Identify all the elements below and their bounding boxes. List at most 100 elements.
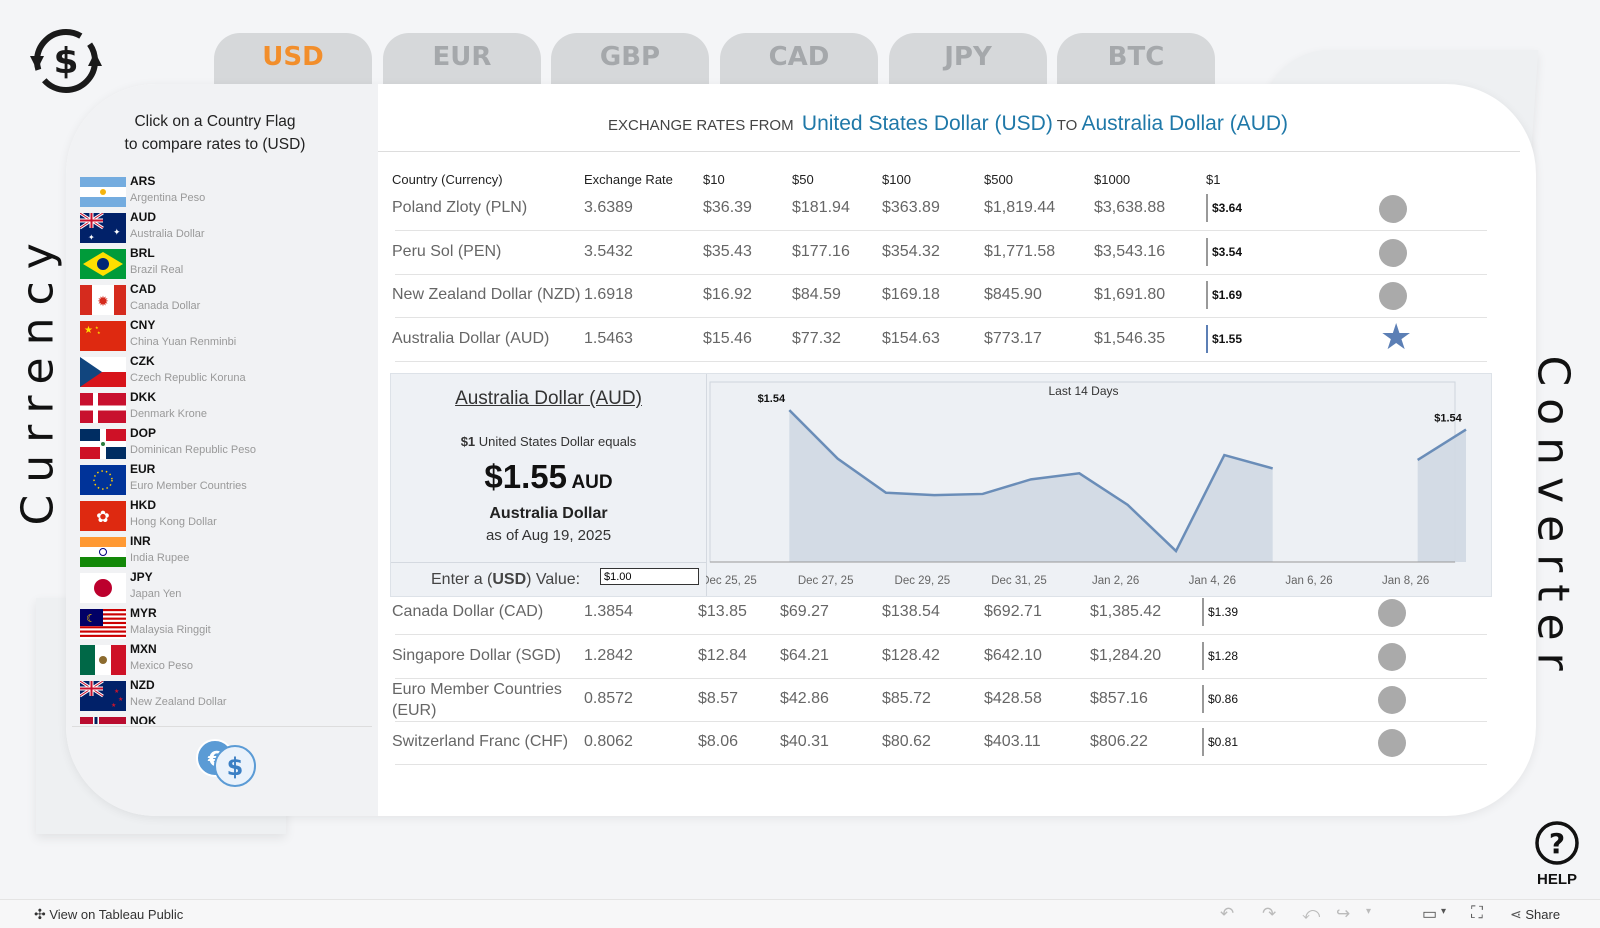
flag-instructions: Click on a Country Flag to compare rates… [90, 110, 340, 156]
cell-v1000: $1,385.42 [1090, 603, 1161, 621]
share-label: Share [1525, 907, 1560, 922]
country-item-hkd[interactable]: ✿ HKD Hong Kong Dollar [78, 498, 368, 534]
undo-icon[interactable]: ↶ [1220, 904, 1234, 924]
tab-jpy[interactable]: JPY [889, 33, 1047, 85]
flag-brl-icon[interactable] [80, 249, 126, 279]
table-row[interactable]: Singapore Dollar (SGD)1.2842$12.84$64.21… [395, 634, 1487, 679]
country-code: DOP [130, 426, 156, 440]
tab-cad[interactable]: CAD [720, 33, 878, 85]
cell-v1000: $1,284.20 [1090, 647, 1161, 665]
select-dot-button[interactable] [1379, 239, 1407, 267]
svg-text:✹: ✹ [97, 293, 109, 309]
flag-eur-icon[interactable] [80, 465, 126, 495]
redo-icon[interactable]: ↷ [1262, 904, 1276, 924]
cell-country: New Zealand Dollar (NZD) [392, 286, 581, 304]
flag-nzd-icon[interactable]: ★★★ [80, 681, 126, 711]
favorite-star-icon[interactable]: ★ [1380, 317, 1412, 357]
view-on-tableau-link[interactable]: ✣ View on Tableau Public [34, 906, 183, 923]
chart-data-label: $1.54 [1434, 413, 1462, 425]
flag-jpy-icon[interactable] [80, 573, 126, 603]
table-row[interactable]: Peru Sol (PEN)3.5432$35.43$177.16$354.32… [395, 230, 1487, 275]
refresh-icon[interactable]: ↪ [1336, 904, 1350, 924]
table-row[interactable]: Euro Member Countries(EUR)0.8572$8.57$42… [395, 677, 1487, 722]
select-dot-button[interactable] [1379, 195, 1407, 223]
flag-dkk-icon[interactable] [80, 393, 126, 423]
tab-usd[interactable]: USD [214, 33, 372, 85]
comment-icon[interactable]: ▭ [1422, 904, 1437, 924]
select-dot-button[interactable] [1378, 643, 1406, 671]
detail-currency-title: Australia Dollar (AUD) [391, 388, 706, 410]
tab-eur[interactable]: EUR [383, 33, 541, 85]
flag-cny-icon[interactable]: ★★★ [80, 321, 126, 351]
cell-country: Singapore Dollar (SGD) [392, 647, 561, 665]
flag-myr-icon[interactable]: ☾ [80, 609, 126, 639]
country-item-nok[interactable]: NOK [78, 714, 368, 724]
table-row[interactable]: Switzerland Franc (CHF)0.8062$8.06$40.31… [395, 720, 1487, 765]
help-button[interactable]: ? HELP [1534, 820, 1580, 888]
cell-rate: 1.2842 [584, 647, 633, 665]
instruction-line-1: Click on a Country Flag [90, 110, 340, 133]
country-code: NOK [130, 714, 157, 724]
country-code: HKD [130, 498, 156, 512]
flag-aud-icon[interactable]: ✦✦ [80, 213, 126, 243]
chart-title: Last 14 Days [1048, 384, 1118, 398]
flag-czk-icon[interactable] [80, 357, 126, 387]
revert-icon[interactable]: ⤺ [1302, 904, 1320, 924]
cell-v100: $363.89 [882, 199, 940, 217]
select-dot-button[interactable] [1378, 686, 1406, 714]
chevron-down-icon[interactable]: ▾ [1441, 906, 1446, 917]
flag-ars-icon[interactable] [80, 177, 126, 207]
usd-value-input[interactable] [600, 568, 699, 585]
cell-v10: $35.43 [703, 243, 752, 261]
table-row[interactable]: Australia Dollar (AUD)1.5463$15.46$77.32… [395, 317, 1487, 362]
table-row[interactable]: Poland Zloty (PLN)3.6389$36.39$181.94$36… [395, 186, 1487, 231]
flag-hkd-icon[interactable]: ✿ [80, 501, 126, 531]
tab-btc[interactable]: BTC [1057, 33, 1215, 85]
table-row[interactable]: New Zealand Dollar (NZD)1.6918$16.92$84.… [395, 273, 1487, 318]
country-name: Denmark Krone [130, 408, 207, 420]
cell-v500: $845.90 [984, 286, 1042, 304]
cell-v10: $8.57 [698, 690, 738, 708]
header-to-currency: Australia Dollar (AUD) [1081, 112, 1288, 135]
select-dot-button[interactable] [1378, 599, 1406, 627]
view-on-tableau-label: View on Tableau Public [49, 907, 183, 922]
chart-x-tick-label: Jan 6, 26 [1285, 575, 1332, 587]
select-dot-button[interactable] [1378, 729, 1406, 757]
country-code: NZD [130, 678, 155, 692]
share-button[interactable]: ⋖ Share [1510, 906, 1560, 923]
svg-text:$: $ [227, 753, 244, 781]
cell-v10: $8.06 [698, 733, 738, 751]
coins-icon[interactable]: € $ [196, 738, 258, 795]
flag-mxn-icon[interactable] [80, 645, 126, 675]
cell-v1: $1.39 [1208, 605, 1238, 619]
chevron-down-icon[interactable]: ▾ [1366, 906, 1371, 917]
country-name: Hong Kong Dollar [130, 516, 217, 528]
flag-cad-icon[interactable]: ✹ [80, 285, 126, 315]
table-row[interactable]: Canada Dollar (CAD)1.3854$13.85$69.27$13… [395, 590, 1487, 635]
tab-gbp[interactable]: GBP [551, 33, 709, 85]
chart-x-tick-label: Dec 27, 25 [798, 575, 854, 587]
flag-inr-icon[interactable] [80, 537, 126, 567]
enter-value-label: Enter a (USD) Value: [431, 571, 580, 589]
svg-text:★: ★ [111, 702, 116, 709]
share-icon: ⋖ [1510, 906, 1522, 922]
flag-nok-icon[interactable] [80, 717, 126, 724]
flag-dop-icon[interactable] [80, 429, 126, 459]
cell-v1: $1.28 [1208, 649, 1238, 663]
select-dot-button[interactable] [1379, 282, 1407, 310]
fullscreen-icon[interactable]: ⛶ [1471, 903, 1483, 923]
